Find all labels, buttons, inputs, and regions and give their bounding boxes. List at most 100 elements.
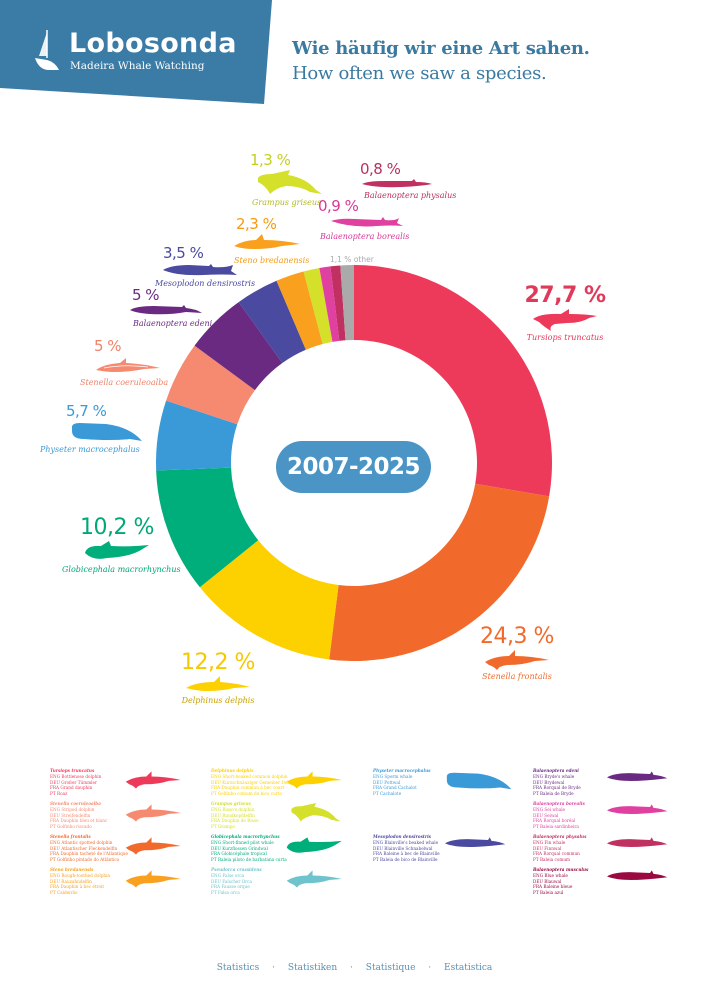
legend-sci: Mesoplodon densirostris <box>373 834 432 839</box>
legend-entry: Tursiops truncatus ENG Bottlenose dolphin… <box>50 768 210 801</box>
legend-pt: PT Baleia de bico de Blainville <box>373 857 438 863</box>
callout-mesoplodon: 3,5 % Mesoplodon densirostris <box>155 244 256 289</box>
rissos-dolphin-icon <box>258 170 322 194</box>
donut-segment <box>319 266 340 342</box>
callout-physeter: 5,7 % Physeter macrocephalus <box>38 404 148 454</box>
legend-entry: Physeter macrocephalus ENG Sperm whale DEU… <box>373 768 533 801</box>
footer-link-statistique[interactable]: Statistique <box>365 963 416 973</box>
legend-column-3: Physeter macrocephalus ENG Sperm whale DEU… <box>373 768 533 900</box>
donut-segment <box>330 265 346 341</box>
legend-pt: PT Baleia de Bryde <box>533 791 574 797</box>
legend-deu: DEU Blauwal <box>533 878 562 884</box>
callout-delphinus: 12,2 % Delphinus delphis <box>168 650 268 706</box>
legend-sci: Stenella frontalis <box>50 834 91 839</box>
callout-percent: 5 % <box>132 286 160 304</box>
whale-icon <box>445 837 506 848</box>
brand-tagline: Madeira Whale Watching <box>70 60 205 72</box>
footer-separator: · <box>428 963 432 973</box>
legend-eng: ENG Fin whale <box>533 839 566 845</box>
legend-pt: PT Baleia piloto de barbatana curta <box>211 857 287 863</box>
pilot-whale-icon <box>286 837 342 853</box>
donut-segment <box>156 467 259 588</box>
legend-fra: FRA Rorqual boréal <box>533 818 576 824</box>
legend-fra: FRA Baleine à bec de Blainville <box>373 851 440 857</box>
legend-sci: Globicephala macrorhynchus <box>211 834 280 839</box>
whale-icon <box>607 804 668 815</box>
legend-pt: PT Cachalote <box>373 791 402 797</box>
footer-separator: · <box>272 963 275 973</box>
callout-percent: 12,2 % <box>181 650 255 675</box>
legend-eng: ENG Blainville's beaked whale <box>373 839 439 845</box>
legend-fra: FRA Dauphin tacheté de l'Atlantique <box>50 851 128 857</box>
legend-eng: ENG Risso's dolphin <box>211 806 255 812</box>
legend-fra: FRA Dauphin bleu et blanc <box>50 818 108 824</box>
callout-percent: 3,5 % <box>163 244 204 262</box>
donut-segment <box>166 345 255 425</box>
callout-species: Globicephala macrorhynchus <box>62 565 181 574</box>
dolphin-icon <box>533 309 597 331</box>
callout-species: Balaenoptera physalus <box>364 191 457 200</box>
legend-pt: PT Baleia sardinheira <box>533 824 579 830</box>
dolphin-icon <box>125 804 181 822</box>
striped-dolphin-icon <box>96 358 160 372</box>
legend-entry <box>373 867 533 900</box>
legend-eng: ENG Rough-toothed dolphin <box>50 872 111 878</box>
legend-eng: ENG Bryde's whale <box>533 773 575 779</box>
page-title-de: Wie häufig wir eine Art sahen. <box>292 38 590 59</box>
legend-deu: DEU Finnwal <box>533 845 562 851</box>
legend-column-2: Delphinus delphis ENG Short-beaked common… <box>211 768 371 900</box>
callout-borealis: 0,9 % Balaenoptera borealis <box>318 199 418 242</box>
callout-species: Mesoplodon densirostris <box>155 279 256 288</box>
legend-entry: Stenella coeruleoalba ENG Striped dolphin… <box>50 801 210 834</box>
callout-species: Steno bredanensis <box>234 256 310 265</box>
legend-fra: FRA Rorqual de Bryde <box>533 785 581 791</box>
legend-entry: Steno bredanensis ENG Rough-toothed dolph… <box>50 867 210 900</box>
callout-globicephala: 10,2 % Globicephala macrorhynchus <box>62 517 181 575</box>
legend-eng: ENG Sei whale <box>533 806 566 812</box>
donut-segment <box>276 271 323 350</box>
dolphin-icon <box>186 676 250 691</box>
callout-grampus: 1,3 % Grampus griseus <box>250 153 330 207</box>
beaked-whale-icon <box>163 264 237 276</box>
legend-deu: DEU Falscher Orca <box>211 878 253 884</box>
donut-segment <box>329 483 550 662</box>
legend-eng: ENG Atlantic spotted dolphin <box>50 839 113 845</box>
legend-pt: PT Baleia azul <box>533 890 564 896</box>
legend-fra: FRA Globicéphale tropical <box>211 851 267 857</box>
legend-entry: Balaenoptera physalus ENG Fin whale DEU Fi… <box>533 834 693 867</box>
legend-eng: ENG Bottlenose dolphin <box>50 773 102 779</box>
donut-segment <box>354 265 552 497</box>
legend-entry: Stenella frontalis ENG Atlantic spotted d… <box>50 834 210 867</box>
brand-name: Lobosonda <box>69 28 237 59</box>
legend-fra: FRA Rorqual commun <box>533 851 580 857</box>
brydes-whale-icon <box>130 305 202 315</box>
period-badge: 2007-2025 <box>276 441 431 493</box>
whale-icon <box>607 771 668 782</box>
legend-entry: Balaenoptera musculus ENG Blue whale DEU B… <box>533 867 693 900</box>
legend-deu: DEU Großer Tümmler <box>50 779 98 785</box>
legend-eng: ENG Short-finned pilot whale <box>211 839 274 845</box>
donut-segment <box>238 280 306 364</box>
legend-eng: ENG Striped dolphin <box>50 806 95 812</box>
legend-sci: Steno bredanensis <box>50 867 94 872</box>
callout-percent: 24,3 % <box>480 624 554 649</box>
legend-sci: Balaenoptera physalus <box>533 834 587 839</box>
footer-link-statistiken[interactable]: Statistiken <box>287 963 338 973</box>
footer-link-estatistica[interactable]: Estatistica <box>444 963 493 973</box>
callout-species: Delphinus delphis <box>181 696 255 705</box>
legend-eng: ENG Sperm whale <box>373 773 413 779</box>
legend-fra: FRA Grand Cachalot <box>373 785 417 791</box>
legend-entry <box>373 801 533 834</box>
dolphin-icon <box>125 870 181 888</box>
sperm-whale-icon <box>72 423 142 441</box>
legend-pt: PT Falsa orca <box>211 890 240 896</box>
legend-fra: FRA Dauphin à bec étroit <box>50 884 105 890</box>
footer-link-statistics[interactable]: Statistics <box>216 963 260 973</box>
legend-deu: DEU Atlantischer Fleckendelfin <box>50 845 118 851</box>
rough-toothed-dolphin-icon <box>234 234 300 249</box>
legend-entry: Mesoplodon densirostris ENG Blainville's … <box>373 834 533 867</box>
legend-sci: Physeter macrocephalus <box>373 768 431 773</box>
legend-sci: Pseudorca crassidens <box>211 867 262 872</box>
callout-steno: 2,3 % Steno bredanensis <box>228 217 310 265</box>
callout-species: Stenella coeruleoalba <box>80 378 169 387</box>
